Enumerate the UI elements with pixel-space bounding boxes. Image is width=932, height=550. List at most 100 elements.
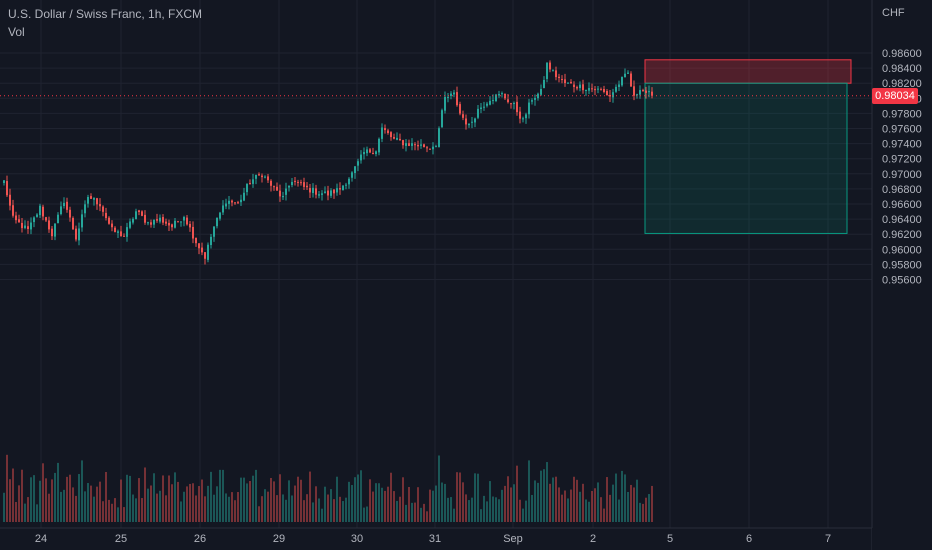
- volume-bar: [639, 502, 641, 522]
- candle-body: [501, 93, 503, 95]
- y-tick-label: 0.98400: [882, 63, 922, 75]
- candle-body: [42, 206, 44, 217]
- candle-body: [423, 144, 425, 148]
- volume-bar: [540, 470, 542, 522]
- volume-bar: [465, 494, 467, 522]
- candle-body: [393, 136, 395, 139]
- volume-bar: [132, 494, 134, 522]
- candle-body: [651, 91, 653, 96]
- candle-body: [114, 227, 116, 232]
- candle-body: [372, 152, 374, 154]
- candle-body: [597, 88, 599, 90]
- volume-bar: [171, 484, 173, 522]
- volume-bar: [402, 477, 404, 522]
- x-tick-label: 31: [429, 533, 441, 545]
- volume-bar: [651, 485, 653, 522]
- candle-body: [261, 175, 263, 178]
- candle-body: [12, 205, 14, 216]
- candle-body: [120, 231, 122, 237]
- volume-bar: [600, 497, 602, 522]
- candle-body: [135, 211, 137, 220]
- candle-body: [567, 82, 569, 84]
- volume-bar: [624, 474, 626, 522]
- candle-body: [411, 143, 413, 146]
- volume-bar: [567, 498, 569, 522]
- volume-bar: [60, 491, 62, 522]
- volume-bar: [243, 477, 245, 522]
- volume-bar: [111, 503, 113, 522]
- candle-body: [441, 110, 443, 128]
- candle-body: [228, 200, 230, 204]
- volume-bar: [327, 494, 329, 522]
- candle-body: [213, 226, 215, 237]
- candle-body: [435, 146, 437, 148]
- volume-bar: [450, 497, 452, 522]
- candle-body: [222, 205, 224, 213]
- volume-bar: [252, 475, 254, 522]
- candle-body: [258, 174, 260, 176]
- candle-body: [36, 214, 38, 217]
- candle-body: [75, 228, 77, 240]
- y-tick-label: 0.96200: [882, 229, 922, 241]
- volume-bar: [324, 486, 326, 522]
- y-tick-label: 0.96400: [882, 214, 922, 226]
- volume-bar: [150, 485, 152, 522]
- candle-body: [330, 190, 332, 196]
- x-tick-label: 7: [825, 533, 831, 545]
- volume-bar: [561, 494, 563, 522]
- volume-bar: [225, 493, 227, 522]
- volume-bar: [555, 476, 557, 522]
- candle-body: [234, 202, 236, 204]
- candle-body: [264, 176, 266, 178]
- volume-bar: [75, 495, 77, 522]
- candle-body: [231, 200, 233, 203]
- axis-corner[interactable]: [872, 528, 932, 550]
- candle-body: [378, 138, 380, 153]
- volume-bar: [606, 477, 608, 522]
- volume-bar: [99, 481, 101, 522]
- price-axis[interactable]: 0.986000.984000.982000.980000.978000.976…: [882, 48, 922, 287]
- x-tick-label: 6: [746, 533, 752, 545]
- position-tool[interactable]: [644, 59, 852, 234]
- volume-bar: [222, 469, 224, 522]
- candle-body: [342, 185, 344, 191]
- candle-body: [648, 91, 650, 93]
- candle-body: [333, 189, 335, 194]
- volume-bar: [228, 496, 230, 522]
- volume-bar: [285, 499, 287, 522]
- candle-body: [48, 220, 50, 230]
- volume-bar: [192, 483, 194, 522]
- candle-body: [87, 196, 89, 204]
- candle-body: [348, 178, 350, 185]
- candle-body: [549, 62, 551, 70]
- volume-bar: [12, 468, 14, 522]
- volume-bar: [456, 472, 458, 522]
- volume-bar: [156, 493, 158, 522]
- candle-body: [93, 198, 95, 200]
- candle-body: [315, 188, 317, 195]
- candle-body: [27, 226, 29, 230]
- volume-bar: [237, 492, 239, 522]
- candle-body: [606, 91, 608, 96]
- volume-label: Vol: [8, 25, 25, 39]
- volume-bar: [405, 504, 407, 522]
- volume-bar: [18, 485, 20, 522]
- volume-bar: [51, 479, 53, 522]
- volume-bar: [612, 484, 614, 522]
- candle-body: [276, 186, 278, 191]
- volume-bar: [591, 490, 593, 522]
- y-tick-label: 0.96600: [882, 199, 922, 211]
- candle-body: [579, 84, 581, 89]
- volume-bar: [546, 462, 548, 522]
- candle-body: [297, 181, 299, 183]
- candle-body: [384, 128, 386, 131]
- candle-body: [156, 219, 158, 221]
- candle-body: [636, 94, 638, 96]
- volume-bar: [462, 482, 464, 522]
- candle-body: [555, 70, 557, 78]
- candle-body: [510, 103, 512, 105]
- candle-body: [402, 140, 404, 146]
- candle-body: [474, 118, 476, 123]
- time-axis[interactable]: 24 25 26 29 30 31 Sep 2 5 6 7: [35, 533, 831, 545]
